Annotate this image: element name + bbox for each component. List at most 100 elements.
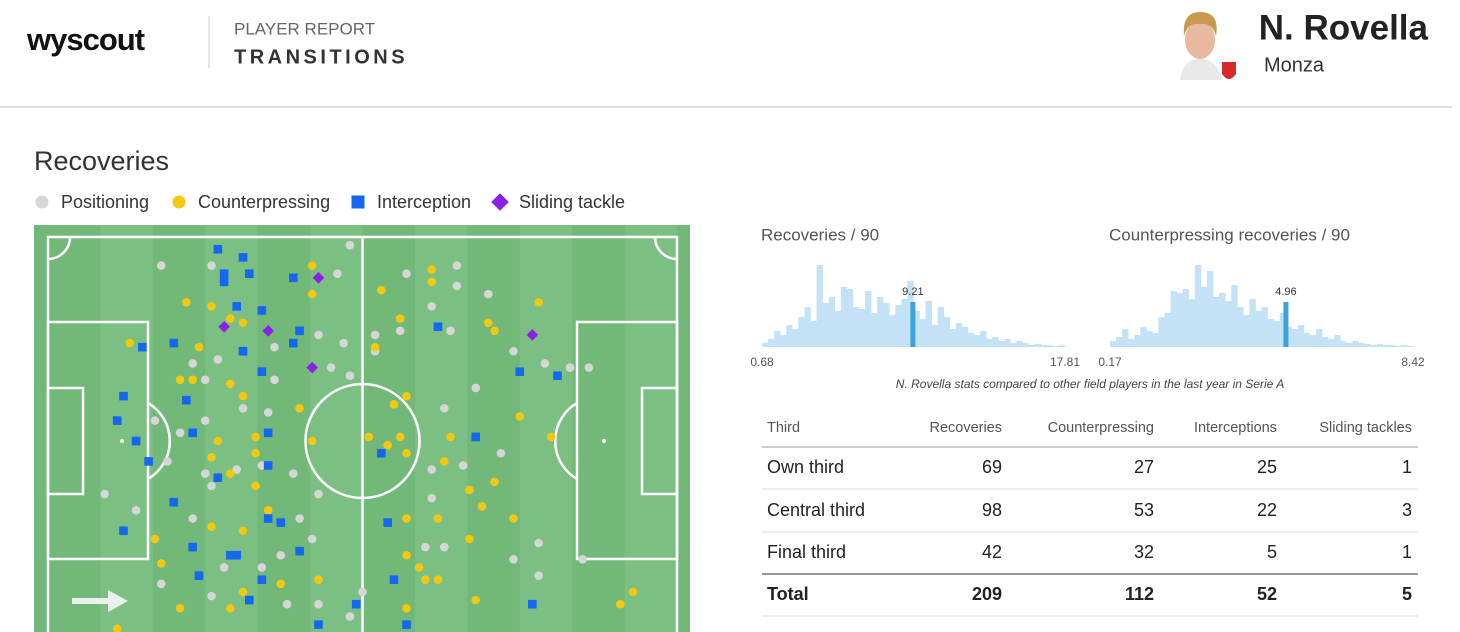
recovery-point <box>402 269 411 279</box>
table-total: Total <box>767 584 809 604</box>
histogram-bar <box>1146 331 1153 347</box>
recovery-point <box>452 261 462 270</box>
histogram-bar <box>1255 311 1262 347</box>
recovery-point <box>395 314 405 323</box>
table-cell: 1 <box>1402 457 1412 477</box>
recovery-point <box>251 481 260 491</box>
player-name: N. Rovella <box>1259 8 1429 47</box>
recovery-point <box>182 395 191 405</box>
recovery-point <box>496 448 506 458</box>
recovery-point <box>213 473 223 483</box>
recovery-point <box>295 514 304 523</box>
recovery-point <box>358 587 367 597</box>
recovery-point <box>182 297 191 307</box>
histogram-bar <box>786 325 793 347</box>
recovery-point <box>226 379 235 389</box>
recovery-point <box>509 346 518 356</box>
recovery-point <box>402 620 411 629</box>
recovery-point <box>339 338 348 348</box>
table-header: Interceptions <box>1194 420 1277 436</box>
recovery-point <box>345 240 355 250</box>
histogram-bar <box>1322 337 1329 347</box>
table-header: Third <box>767 420 800 436</box>
report-title: TRANSITIONS <box>234 46 408 68</box>
recovery-point <box>238 404 248 413</box>
recovery-point <box>402 603 411 613</box>
recovery-point <box>276 518 286 527</box>
legend-label: Positioning <box>61 192 149 212</box>
histogram-bar <box>943 317 951 347</box>
recovery-point <box>112 416 122 425</box>
table-total: 112 <box>1125 584 1154 604</box>
recovery-point <box>421 575 430 585</box>
histogram-bar <box>1358 343 1365 347</box>
histogram-bar <box>1267 319 1274 347</box>
recovery-point <box>238 526 248 536</box>
recovery-point <box>433 514 443 523</box>
recovery-point <box>427 493 436 503</box>
histogram-bar <box>1279 313 1287 347</box>
recovery-point <box>515 412 525 421</box>
histogram-bar <box>1158 317 1165 347</box>
histogram-bar <box>1034 344 1042 347</box>
histogram-bar <box>955 323 963 347</box>
recovery-point <box>628 587 638 597</box>
recovery-point <box>402 448 411 458</box>
histogram-bar <box>1152 333 1159 347</box>
table-cell: 3 <box>1402 500 1412 520</box>
recovery-point <box>218 320 230 333</box>
recovery-point <box>295 404 304 413</box>
histogram-bar <box>810 321 817 347</box>
histogram-bar <box>931 325 939 347</box>
recovery-point <box>238 391 248 401</box>
histogram-bar <box>1243 315 1250 347</box>
recovery-point <box>175 428 185 438</box>
recovery-point <box>213 355 223 364</box>
recovery-point <box>484 318 493 327</box>
histogram-bar <box>1110 341 1117 347</box>
recovery-point <box>238 587 248 597</box>
legend-label: Interception <box>377 192 471 212</box>
histogram-bar <box>1370 345 1377 347</box>
recovery-point <box>276 550 286 560</box>
table-cell: Own third <box>767 457 844 477</box>
table-total: 52 <box>1257 584 1277 604</box>
table-cell: 1 <box>1402 542 1412 562</box>
pitch-stripe <box>519 225 573 632</box>
histogram-bar <box>1200 287 1208 347</box>
histogram-bar <box>1346 343 1353 347</box>
histogram-bar <box>792 329 799 347</box>
histogram-bar <box>913 311 920 347</box>
team-name: Monza <box>1264 54 1325 76</box>
recovery-point <box>262 325 274 337</box>
report-label: PLAYER REPORT <box>234 19 375 38</box>
recovery-point <box>540 359 550 368</box>
recovery-point <box>163 457 172 466</box>
histogram-bar <box>1004 339 1011 347</box>
recovery-point <box>194 571 204 580</box>
histogram-bar <box>1340 341 1347 347</box>
histogram-bar <box>1164 313 1171 347</box>
histogram-bar <box>1376 344 1383 347</box>
table-header: Recoveries <box>929 420 1002 436</box>
histogram-bar <box>998 341 1005 347</box>
recovery-point <box>528 599 537 609</box>
legend-marker <box>172 195 186 209</box>
recovery-point <box>188 428 197 438</box>
recovery-point <box>312 271 325 284</box>
recovery-point <box>119 391 128 401</box>
recovery-point <box>295 546 304 556</box>
recovery-point <box>370 342 380 352</box>
recovery-point <box>169 497 179 507</box>
histogram-bar <box>1206 271 1214 347</box>
recovery-point <box>439 404 449 413</box>
recovery-point <box>465 485 474 495</box>
table-cell: 27 <box>1134 457 1154 477</box>
histogram-bar <box>961 327 969 347</box>
legend-label: Counterpressing <box>198 192 330 212</box>
recovery-point <box>427 465 436 474</box>
recovery-point <box>289 338 298 348</box>
range-min-label: 0.17 <box>1098 355 1122 369</box>
recovery-point <box>226 469 235 478</box>
